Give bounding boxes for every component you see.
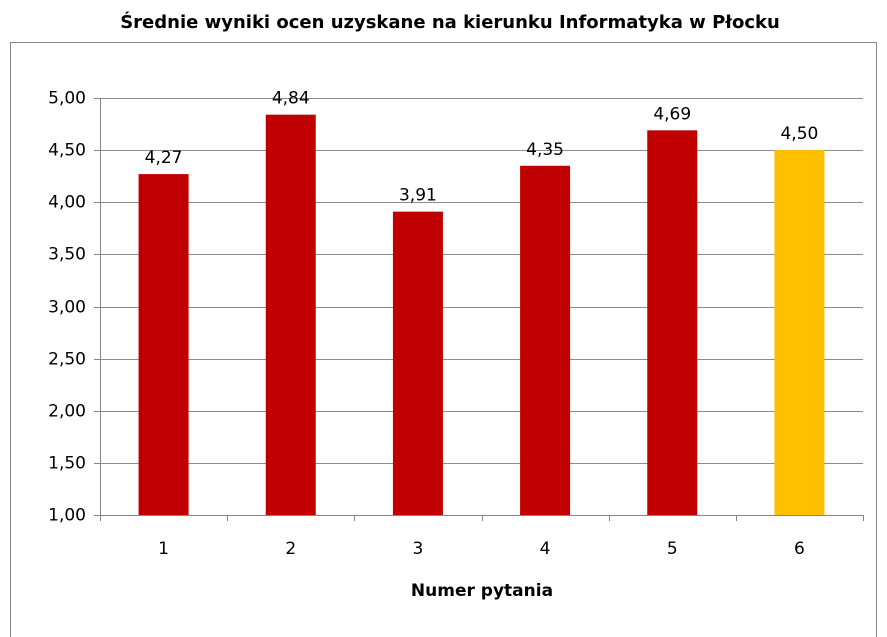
bar [265,114,316,516]
bar [647,130,698,515]
x-tick-label: 4 [540,539,551,559]
chart-title: Średnie wyniki ocen uzyskane na kierunku… [120,11,780,33]
bar [392,211,443,515]
value-label: 4,50 [780,124,818,144]
value-label: 4,27 [145,148,183,168]
y-tick-label: 3,50 [48,245,86,265]
bar [774,150,825,515]
x-tick-label: 6 [794,539,805,559]
x-tick-label: 2 [285,539,296,559]
bar [138,174,189,516]
y-tick-label: 2,00 [48,402,86,422]
y-tick-label: 3,00 [48,298,86,318]
y-tick-label: 4,50 [48,141,86,161]
x-tick-label: 1 [158,539,169,559]
y-tick-label: 1,50 [48,454,86,474]
value-label: 4,69 [653,104,691,124]
x-tick-label: 5 [667,539,678,559]
value-label: 4,35 [526,140,564,160]
value-label: 4,84 [272,89,310,109]
y-tick-label: 2,50 [48,350,86,370]
y-tick-label: 5,00 [48,89,86,109]
bar [520,165,571,515]
y-tick-label: 4,00 [48,193,86,213]
x-axis-label: Numer pytania [411,581,553,601]
x-tick-label: 3 [413,539,424,559]
y-tick-label: 1,00 [48,506,86,526]
value-label: 3,91 [399,186,437,206]
